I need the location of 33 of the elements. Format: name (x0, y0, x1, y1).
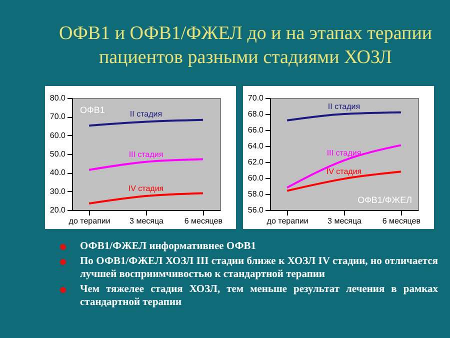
text: ОФВ1 и ОФВ1/ФЖЕЛ до и на этапах терапии пациентов разными стадиями ХОЗЛ (58, 22, 434, 70)
y-tick-label: 68.0 (248, 110, 264, 118)
y-tick-label: 80.0 (50, 94, 66, 102)
y-tick-label: 58.0 (248, 190, 264, 198)
text: ОФВ1 (80, 105, 105, 115)
x-tick-label: 6 месяцев (184, 216, 222, 226)
text: Чем тяжелее стадия ХОЗЛ, тем меньше результат лечения в рамках стандартной терапии (79, 282, 438, 310)
y-tick-label: 70.0 (248, 94, 264, 102)
series-label: II стадия (130, 110, 162, 119)
y-tick-label: 70.0 (50, 112, 66, 122)
y-tick-label: 66.0 (248, 126, 264, 134)
y-tick-label: 40.0 (50, 168, 66, 178)
y-tick-label: 62.0 (248, 158, 264, 166)
text: ОФВ1/ФЖЕЛ информативнее ОФВ1 (79, 240, 257, 254)
x-tick-label: 3 месяца (130, 216, 164, 226)
y-tick-label: 60.0 (248, 174, 264, 182)
y-tick-label: 50.0 (50, 150, 66, 158)
series-label: IV стадия (326, 166, 362, 176)
y-tick-label: 20.0 (50, 206, 66, 214)
series-label: III стадия (128, 150, 164, 159)
y-tick-label: 56.0 (248, 206, 264, 214)
series-label: III стадия (326, 148, 362, 158)
y-tick-label: 64.0 (248, 142, 264, 150)
text: ОФВ1/ФЖЕЛ (358, 195, 412, 205)
series-label: IV стадия (128, 184, 164, 193)
y-tick-label: 30.0 (50, 186, 66, 196)
series-label: II стадия (328, 102, 360, 111)
x-tick-label: 3 месяца (328, 216, 362, 226)
x-tick-label: до терапии (266, 216, 308, 226)
x-tick-label: до терапии (68, 216, 110, 226)
y-tick-label: 60.0 (50, 130, 66, 140)
x-tick-label: 6 месяцев (382, 216, 420, 226)
text: По ОФВ1/ФЖЕЛ ХОЗЛ III стадии ближе к ХОЗЛ IV стадии, но отличается лучшей восприимчивостью к стандартной терапии (79, 254, 438, 282)
